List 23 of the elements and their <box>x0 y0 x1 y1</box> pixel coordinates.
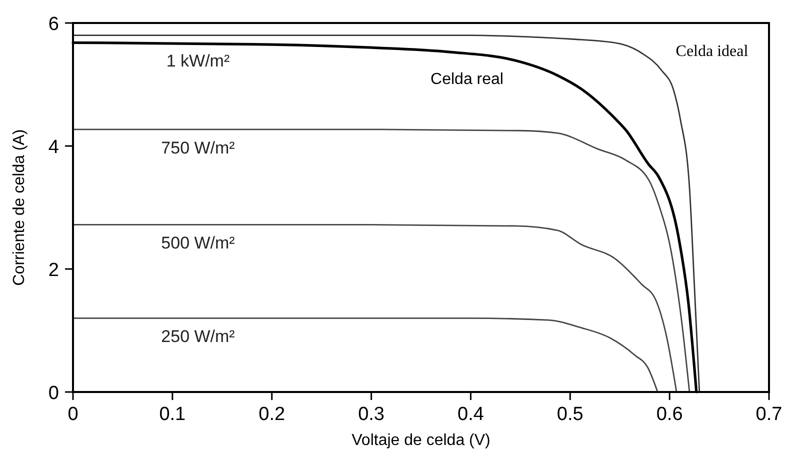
y-axis-title: Corriente de celda (A) <box>11 129 28 286</box>
annotation: Celda real <box>430 71 504 88</box>
line-series <box>72 318 658 393</box>
y-tick-label: 4 <box>48 137 60 158</box>
x-tick-label: 0 <box>68 404 78 425</box>
line-series <box>72 128 690 393</box>
x-tick-label: 0.7 <box>756 404 782 425</box>
annotation: Celda ideal <box>676 43 749 60</box>
y-tick-label: 0 <box>48 383 59 404</box>
line-series <box>72 224 678 393</box>
y-tick-label: 2 <box>48 260 59 281</box>
x-tick-label: 0.5 <box>556 404 584 425</box>
x-tick-label: 0.1 <box>159 404 186 425</box>
x-tick-label: 0.4 <box>458 404 484 425</box>
x-tick-label: 0.3 <box>358 404 384 425</box>
x-tick-label: 0.2 <box>258 404 286 425</box>
y-tick-label: 6 <box>48 14 59 35</box>
x-axis-title: Voltaje de celda (V) <box>352 432 490 449</box>
series-label: 250 W/m² <box>161 327 236 346</box>
x-tick-label: 0.6 <box>656 404 683 425</box>
series-label: 500 W/m² <box>161 234 236 253</box>
series-label: 750 W/m² <box>161 138 236 158</box>
series-label: 1 kW/m² <box>166 52 230 71</box>
